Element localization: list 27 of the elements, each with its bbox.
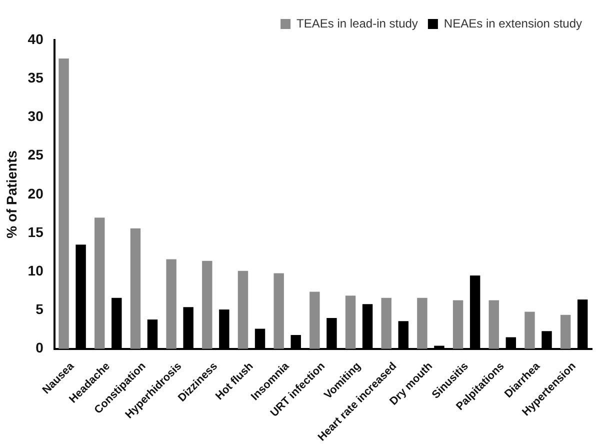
y-tick-label: 30 — [28, 108, 44, 124]
legend-label: TEAEs in lead-in study — [296, 16, 418, 30]
bar — [381, 298, 392, 349]
bar — [524, 312, 535, 349]
bar — [202, 260, 212, 349]
bar — [166, 259, 176, 349]
y-tick-label: 20 — [28, 185, 44, 202]
y-tick-label: 15 — [28, 224, 44, 240]
y-tick-label: 25 — [28, 146, 44, 163]
bar — [310, 292, 320, 349]
bar — [94, 218, 105, 349]
y-tick-label: 5 — [36, 301, 44, 318]
y-tick-label: 40 — [28, 30, 44, 47]
bar — [130, 228, 141, 349]
y-tick-label: 10 — [28, 262, 44, 279]
bar — [58, 58, 69, 349]
bar — [417, 298, 428, 349]
y-axis-title: % of Patients — [3, 150, 20, 238]
bar — [452, 300, 464, 349]
bar — [274, 273, 284, 349]
bar — [560, 314, 571, 349]
bar — [488, 300, 499, 349]
bar — [345, 296, 356, 349]
y-tick-label: 0 — [36, 340, 44, 356]
bar — [238, 270, 248, 349]
legend-label: NEAEs in extension study — [444, 16, 582, 30]
y-tick-label: 35 — [28, 69, 44, 86]
